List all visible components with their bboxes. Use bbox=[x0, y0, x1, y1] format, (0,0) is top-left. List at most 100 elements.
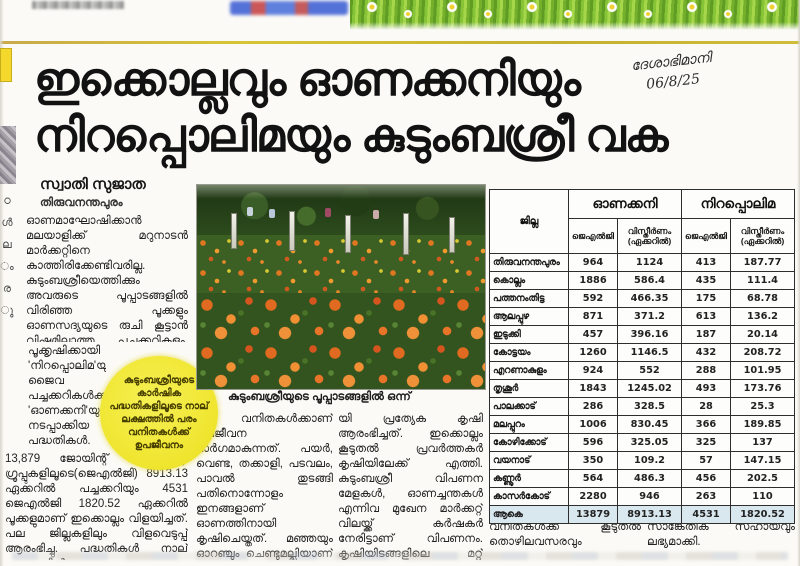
handwritten-date: 06/8/25 bbox=[645, 71, 701, 93]
value-cell: 371.2 bbox=[617, 307, 682, 326]
table-row: കോഴിക്കോട് 596 325.05 325 137 bbox=[489, 433, 795, 452]
article-col2: രം വനിതകൾക്കാണ് ഉപജീവന മാർഗമാകുന്നത്. പയ… bbox=[196, 413, 333, 560]
value-cell: 466.35 bbox=[617, 289, 682, 308]
value-cell: 175 bbox=[680, 289, 732, 308]
subheader-area-2: വിസ്തീർണം (ഏക്കറിൽ) bbox=[730, 218, 795, 254]
table-row: കൊല്ലം 1886 586.4 435 111.4 bbox=[489, 271, 795, 290]
table-row: തിരുവനന്തപുരം 964 1124 413 187.77 bbox=[489, 253, 795, 272]
photo-sky bbox=[197, 185, 485, 199]
district-column-header: ജില്ല bbox=[489, 189, 569, 254]
table-row: കോട്ടയം 1260 1146.5 432 208.72 bbox=[489, 343, 795, 362]
article-col3: യി പ്രത്യേക കൃഷി ആരംഭിച്ചത്. ഇക്കൊല്ലം ക… bbox=[338, 413, 483, 560]
district-cell: കാസർകോട് bbox=[489, 487, 569, 506]
value-cell: 396.16 bbox=[617, 325, 682, 344]
value-cell: 328.5 bbox=[617, 397, 682, 416]
subheader-jlg-1: ജെഎൽജി bbox=[567, 218, 619, 254]
value-cell: 147.15 bbox=[730, 451, 795, 470]
value-cell: 325.05 bbox=[617, 433, 682, 452]
byline-dateline: തിരുവനന്തപുരം bbox=[40, 197, 123, 209]
value-cell: 432 bbox=[680, 343, 732, 362]
fence-post bbox=[403, 213, 409, 255]
table-subheader-row: ജെഎൽജി വിസ്തീർണം (ഏക്കറിൽ) ജെഎൽജി വിസ്തീ… bbox=[490, 218, 795, 254]
value-cell: 366 bbox=[680, 415, 732, 434]
headline-line2: നിറപ്പൊലിമയും കുടുംബശ്രീ വക bbox=[34, 109, 668, 161]
value-cell: 28 bbox=[680, 397, 732, 416]
value-cell: 596 bbox=[567, 433, 619, 452]
photo-caption: കുടുംബശ്രീയുടെ പൂപ്പാടങ്ങളിൽ ഒന്ന് bbox=[228, 391, 411, 403]
photo-field-far bbox=[197, 235, 485, 295]
person-figure bbox=[247, 207, 253, 216]
value-cell: 187 bbox=[680, 325, 732, 344]
bottom-scan-smudge bbox=[12, 552, 788, 560]
value-cell: 136.2 bbox=[730, 307, 795, 326]
person-figure bbox=[269, 209, 275, 218]
value-cell: 288 bbox=[680, 361, 732, 380]
district-cell: കോഴിക്കോട് bbox=[489, 433, 569, 452]
value-cell: 564 bbox=[567, 469, 619, 488]
fence-post bbox=[449, 217, 455, 253]
value-cell: 68.78 bbox=[730, 289, 795, 308]
masthead-text-smudge bbox=[32, 1, 124, 9]
value-cell: 4531 bbox=[680, 505, 732, 524]
value-cell: 325 bbox=[680, 433, 732, 452]
district-cell: പത്തനംതിട്ട bbox=[489, 289, 569, 308]
value-cell: 202.5 bbox=[730, 469, 795, 488]
right-edge-shadow bbox=[797, 0, 800, 566]
value-cell: 1245.02 bbox=[617, 379, 682, 398]
value-cell: 456 bbox=[680, 469, 732, 488]
district-cell: ഇടുക്കി bbox=[489, 325, 569, 344]
value-cell: 8913.13 bbox=[617, 505, 682, 524]
edge-text-fragments: ഠ ൾ ല ം ര ു bbox=[0, 195, 14, 317]
district-cell: തിരുവനന്തപുരം bbox=[489, 253, 569, 272]
group-header-onakkani: ഓണക്കനി bbox=[568, 189, 682, 219]
district-cell: കണ്ണൂർ bbox=[489, 469, 569, 488]
divider-rule bbox=[0, 41, 800, 44]
table-row: മലപ്പുറം 1006 830.45 366 189.85 bbox=[489, 415, 795, 434]
value-cell: 13879 bbox=[567, 505, 619, 524]
value-cell: 552 bbox=[617, 361, 682, 380]
table-total-row: ആകെ 13879 8913.13 4531 1820.52 bbox=[489, 505, 795, 524]
fence-post bbox=[289, 211, 295, 251]
handwritten-source: ദേശാഭിമാനി bbox=[630, 49, 712, 75]
table-row: ഇടുക്കി 457 396.16 187 20.14 bbox=[489, 325, 795, 344]
value-cell: 57 bbox=[680, 451, 732, 470]
value-cell: 20.14 bbox=[730, 325, 795, 344]
district-cell: മലപ്പുറം bbox=[489, 415, 569, 434]
table-row: തൃശൂർ 1843 1245.02 493 173.76 bbox=[489, 379, 795, 398]
value-cell: 1124 bbox=[617, 253, 682, 272]
value-cell: 110 bbox=[730, 487, 795, 506]
fence-post bbox=[345, 215, 351, 253]
value-cell: 263 bbox=[680, 487, 732, 506]
person-figure bbox=[373, 210, 379, 219]
value-cell: 189.85 bbox=[730, 415, 795, 434]
table-row: കണ്ണൂർ 564 486.3 456 202.5 bbox=[489, 469, 795, 488]
value-cell: 413 bbox=[680, 253, 732, 272]
value-cell: 435 bbox=[680, 271, 732, 290]
byline-author: സ്വാതി സുജാത bbox=[40, 176, 146, 193]
table-group-header-row: ജില്ല ഓണക്കനി നിറപ്പൊലിമ bbox=[489, 189, 795, 254]
value-cell: 25.3 bbox=[730, 397, 795, 416]
district-data-table: ജില്ല ഓണക്കനി നിറപ്പൊലിമ ജെഎൽജി വിസ്തീർണ… bbox=[489, 189, 795, 524]
masthead-logo-smudge bbox=[230, 1, 348, 15]
value-cell: 2280 bbox=[567, 487, 619, 506]
value-cell: 1006 bbox=[567, 415, 619, 434]
value-cell: 457 bbox=[567, 325, 619, 344]
value-cell: 350 bbox=[567, 451, 619, 470]
value-cell: 924 bbox=[567, 361, 619, 380]
article-col1-para1: ഓണമാഘോഷിക്കാൻ മലയാളിക്ക് മറുനാടൻ മാർക്കറ… bbox=[26, 215, 188, 342]
highlight-text: കുടുംബശ്രീയുടെ കാർഷിക പദ്ധതികളിലൂടെ നാല്… bbox=[109, 375, 209, 451]
table-row: പത്തനംതിട്ട 592 466.35 175 68.78 bbox=[489, 289, 795, 308]
value-cell: 871 bbox=[567, 307, 619, 326]
photo-field-near bbox=[197, 293, 485, 389]
value-cell: 964 bbox=[567, 253, 619, 272]
subheader-area-1: വിസ്തീർണം (ഏക്കറിൽ) bbox=[617, 218, 682, 254]
value-cell: 208.72 bbox=[730, 343, 795, 362]
value-cell: 493 bbox=[680, 379, 732, 398]
edge-photo-fragment bbox=[0, 126, 16, 184]
table-row: പാലക്കാട് 286 328.5 28 25.3 bbox=[489, 397, 795, 416]
table-row: ആലപ്പുഴ 871 371.2 613 136.2 bbox=[489, 307, 795, 326]
value-cell: 173.76 bbox=[730, 379, 795, 398]
photo-marigold-field bbox=[196, 184, 486, 390]
headline-line1: ഇക്കൊല്ലവും ഓണക്കനിയും bbox=[34, 53, 581, 105]
